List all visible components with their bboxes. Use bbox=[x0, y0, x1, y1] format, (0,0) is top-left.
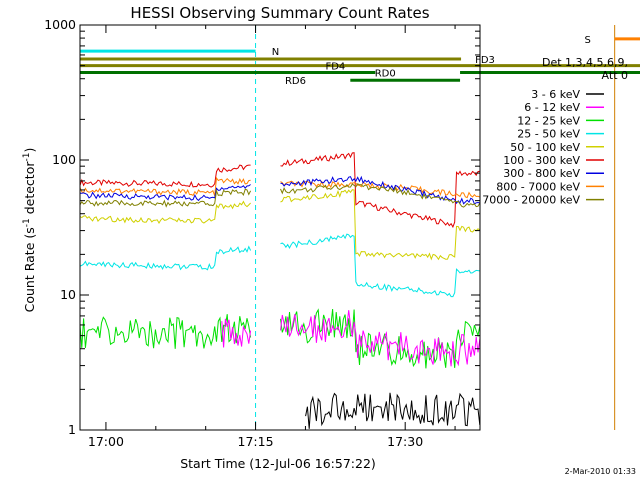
flag-label-fd3: FD3 bbox=[475, 55, 495, 66]
y-axis-label: Count Rate (s-1 detector-1) bbox=[22, 148, 37, 313]
x-axis-label: Start Time (12-Jul-06 16:57:22) bbox=[180, 456, 376, 471]
series-line-3-6-kev bbox=[305, 392, 481, 429]
series-line-50-100-kev bbox=[79, 200, 251, 224]
series-line-6-12-kev bbox=[280, 310, 481, 367]
series-line-50-100-kev bbox=[280, 189, 481, 261]
series-line-12-25-kev bbox=[79, 314, 252, 349]
x-tick-label: 17:00 bbox=[88, 434, 124, 449]
chart-title: HESSI Observing Summary Count Rates bbox=[130, 4, 429, 22]
series-line-6-12-kev bbox=[221, 318, 252, 348]
y-tick-label: 10 bbox=[60, 287, 76, 302]
flag-label-fd4: FD4 bbox=[325, 62, 345, 73]
flag-label-n: N bbox=[272, 47, 279, 58]
plot-axes: 17:00 17:15 17:30 1 10 100 1000 bbox=[44, 17, 481, 449]
y-tick-label: 1 bbox=[68, 422, 76, 437]
flag-bars: N FD3 FD4 RD0 RD6 S bbox=[80, 35, 640, 87]
legend-entry-label: 7000 - 20000 keV bbox=[482, 194, 580, 207]
series-line-100-300-kev bbox=[79, 164, 251, 188]
series-line-300-800-kev bbox=[280, 175, 480, 205]
legend-entry-label: 6 - 12 keV bbox=[524, 101, 580, 114]
series-line-7000-20000-kev bbox=[79, 188, 252, 208]
y-tick-label: 1000 bbox=[44, 17, 76, 32]
x-tick-label: 17:15 bbox=[238, 434, 274, 449]
legend-entry-label: 3 - 6 keV bbox=[531, 88, 580, 101]
legend-header-att: Att 0 bbox=[602, 69, 628, 82]
legend-entry-label: 800 - 7000 keV bbox=[496, 180, 580, 193]
legend-entry-label: 100 - 300 keV bbox=[503, 154, 580, 167]
vertical-markers bbox=[79, 25, 616, 430]
series-line-25-50-kev bbox=[79, 245, 252, 271]
legend-entry-label: 12 - 25 keV bbox=[517, 114, 580, 127]
legend-entry-label: 300 - 800 keV bbox=[503, 167, 580, 180]
legend-entry-label: 50 - 100 keV bbox=[510, 141, 580, 154]
series-line-100-300-kev bbox=[280, 152, 480, 229]
footer-timestamp: 2-Mar-2010 01:33 bbox=[565, 467, 636, 476]
flag-label-rd0: RD0 bbox=[375, 68, 396, 79]
series-lines bbox=[79, 152, 481, 429]
y-tick-label: 100 bbox=[52, 152, 76, 167]
series-line-800-7000-kev bbox=[79, 176, 251, 196]
plot-frame bbox=[79, 24, 481, 431]
flag-label-s: S bbox=[585, 35, 591, 46]
x-tick-label: 17:30 bbox=[387, 434, 423, 449]
legend-header: Det 1,3,4,5,6,9, bbox=[542, 56, 628, 69]
series-line-25-50-kev bbox=[280, 233, 480, 298]
legend-entry-label: 25 - 50 keV bbox=[517, 128, 580, 141]
series-line-7000-20000-kev bbox=[280, 183, 481, 208]
series-line-300-800-kev bbox=[79, 184, 251, 202]
flag-label-rd6: RD6 bbox=[285, 76, 306, 87]
